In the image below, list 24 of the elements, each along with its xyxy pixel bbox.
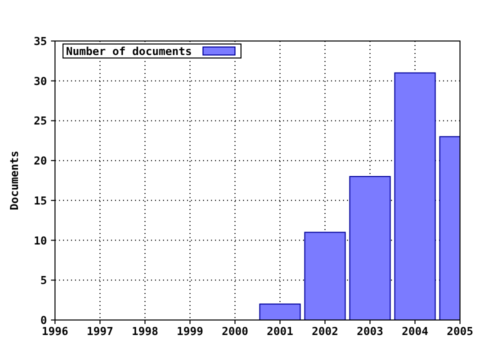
bar xyxy=(304,232,346,320)
x-tick-label: 2005 xyxy=(446,325,474,338)
x-tick-label: 1996 xyxy=(42,325,69,338)
y-tick-label: 30 xyxy=(34,74,47,88)
x-tick-label: 1998 xyxy=(132,325,158,338)
y-tick-label: 25 xyxy=(34,114,47,128)
bar xyxy=(394,72,436,320)
y-tick-label: 15 xyxy=(34,194,47,208)
x-tick-label: 2002 xyxy=(312,325,338,338)
x-tick-label: 2004 xyxy=(402,325,429,338)
y-tick-label: 35 xyxy=(34,35,47,48)
y-tick-label: 20 xyxy=(34,154,47,168)
y-tick-label: 0 xyxy=(40,314,47,327)
bar xyxy=(259,304,301,320)
x-tick-label: 2003 xyxy=(356,325,384,338)
x-tick-label: 1999 xyxy=(176,325,204,338)
x-tick-label: 2001 xyxy=(266,325,294,338)
y-tick-label: 10 xyxy=(34,234,47,248)
x-tick-label: 2000 xyxy=(222,325,248,338)
bar xyxy=(349,176,391,320)
y-tick-label: 5 xyxy=(40,274,47,288)
x-tick-label: 1997 xyxy=(86,325,114,338)
y-axis-title: Documents xyxy=(8,150,21,210)
legend-label: Number of documents xyxy=(66,45,192,58)
